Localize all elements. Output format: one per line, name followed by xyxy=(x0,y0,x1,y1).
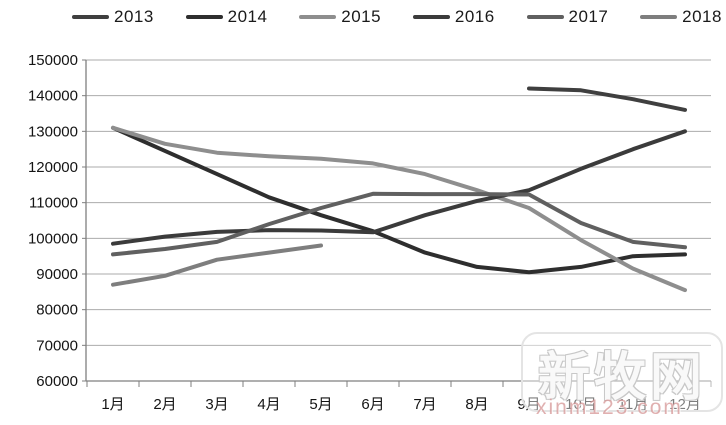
x-axis-tick-label: 2月 xyxy=(153,396,176,413)
legend-item-2014: 2014 xyxy=(185,7,268,27)
legend-item-2016: 2016 xyxy=(412,7,495,27)
legend-swatch-2017 xyxy=(526,15,564,19)
legend-label: 2013 xyxy=(114,7,154,26)
y-axis-tick-label: 70000 xyxy=(36,337,78,354)
x-axis-tick-label: 8月 xyxy=(465,396,488,413)
legend-label: 2016 xyxy=(454,7,495,26)
legend-swatch-2014 xyxy=(185,15,223,19)
x-axis-tick-label: 10月 xyxy=(565,396,597,413)
y-axis-tick-label: 100000 xyxy=(28,230,78,247)
y-axis-tick-label: 130000 xyxy=(28,123,78,140)
series-line-2013 xyxy=(527,86,687,112)
legend: 2013 2014 2015 2016 2017 2018 xyxy=(72,6,722,28)
legend-label: 2015 xyxy=(341,7,382,26)
legend-item-2015: 2015 xyxy=(299,7,381,27)
y-axis-tick-label: 140000 xyxy=(28,88,78,105)
legend-swatch-2015 xyxy=(299,15,337,19)
x-axis-tick-label: 7月 xyxy=(413,396,436,413)
x-axis-tick-label: 12月 xyxy=(669,396,701,413)
y-axis-tick-label: 150000 xyxy=(28,52,78,69)
x-axis-tick-label: 5月 xyxy=(309,396,332,413)
x-axis-tick-label: 6月 xyxy=(361,396,384,413)
legend-swatch-2018 xyxy=(640,15,678,19)
y-axis-tick-label: 80000 xyxy=(36,302,78,319)
x-axis-tick-label: 11月 xyxy=(618,396,649,413)
legend-swatch-2016 xyxy=(412,15,450,19)
series-line-2017 xyxy=(111,191,687,257)
series-line-2016 xyxy=(111,129,687,246)
legend-item-2017: 2017 xyxy=(526,7,609,27)
legend-label: 2017 xyxy=(568,7,609,26)
x-axis-tick-label: 4月 xyxy=(257,396,280,413)
y-axis-tick-label: 120000 xyxy=(28,159,78,176)
x-axis-tick-label: 9月 xyxy=(517,396,540,413)
legend-item-2013: 2013 xyxy=(72,7,154,27)
series-line-2015 xyxy=(111,125,687,293)
series-line-2018 xyxy=(111,243,323,287)
y-axis-tick-label: 110000 xyxy=(29,195,78,212)
x-axis-tick-label: 1月 xyxy=(101,396,124,413)
y-axis-tick-label: 60000 xyxy=(36,373,78,390)
series-line-2014 xyxy=(111,125,687,275)
legend-swatch-2013 xyxy=(72,15,109,19)
legend-label: 2014 xyxy=(227,7,268,26)
y-axis-tick-label: 90000 xyxy=(36,266,78,283)
legend-label: 2018 xyxy=(682,7,722,26)
x-axis-tick-label: 3月 xyxy=(205,396,228,413)
legend-item-2018: 2018 xyxy=(640,7,722,27)
